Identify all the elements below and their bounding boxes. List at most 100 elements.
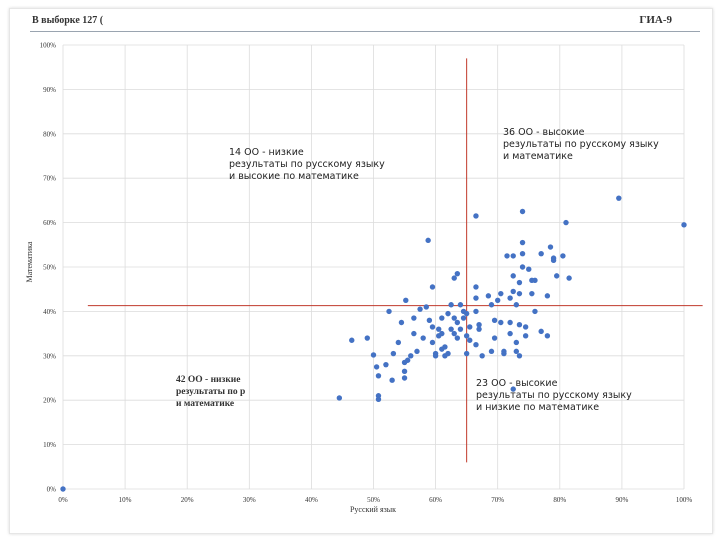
data-points [60, 195, 687, 492]
data-point [439, 315, 445, 321]
y-tick-label: 90% [43, 86, 56, 94]
x-tick-label: 30% [243, 496, 256, 504]
annotation-top-left: 14 ОО - низкие результаты по русскому язы… [229, 147, 385, 182]
data-point [375, 373, 382, 379]
x-tick-label: 90% [615, 496, 628, 504]
y-tick-label: 0% [47, 486, 57, 494]
data-point [538, 250, 544, 257]
data-point [529, 290, 535, 297]
data-point [479, 353, 485, 359]
data-point [519, 250, 526, 257]
data-point [550, 257, 557, 264]
data-point [488, 302, 495, 308]
data-point [513, 302, 520, 308]
data-point [373, 364, 380, 370]
data-point [395, 339, 402, 346]
annotations: 14 ОО - низкие результаты по русскому язы… [176, 127, 659, 413]
x-tick-label: 80% [553, 496, 566, 504]
data-point [403, 297, 409, 303]
data-point [432, 353, 439, 359]
x-tick-label: 20% [181, 496, 194, 504]
data-point [544, 293, 551, 299]
data-point [370, 352, 377, 358]
data-point [429, 324, 436, 330]
data-point [401, 375, 408, 381]
data-point [491, 317, 498, 323]
x-tick-label: 40% [305, 496, 318, 504]
grid-lines [62, 44, 685, 490]
data-point [451, 330, 457, 337]
data-point [386, 308, 392, 315]
data-point [408, 353, 414, 359]
data-point [349, 337, 355, 343]
data-point [460, 315, 467, 321]
data-point [411, 315, 417, 321]
data-point [532, 308, 538, 315]
data-point [454, 319, 461, 326]
data-point [560, 253, 566, 259]
data-point [401, 368, 408, 375]
data-point [553, 273, 560, 279]
x-tick-label: 0% [58, 496, 68, 504]
data-point [448, 302, 454, 308]
data-point [463, 310, 470, 317]
data-point [375, 396, 382, 403]
data-point [442, 344, 448, 350]
data-point [526, 266, 532, 272]
reference-lines [87, 58, 703, 463]
y-tick-label: 40% [43, 308, 56, 316]
data-point [516, 279, 523, 286]
data-point [522, 324, 529, 330]
data-point [445, 310, 451, 317]
data-point [467, 324, 473, 330]
data-point [519, 264, 526, 270]
y-tick-label: 20% [43, 397, 56, 405]
x-tick-label: 10% [119, 496, 132, 504]
y-axis-label: Математика [25, 241, 34, 282]
data-point [411, 330, 417, 337]
data-point [425, 237, 431, 244]
data-point [513, 339, 520, 346]
data-point [414, 348, 420, 355]
x-tick-label: 60% [429, 496, 442, 504]
data-point [429, 284, 436, 290]
data-point [426, 317, 433, 323]
data-point [423, 304, 429, 310]
data-point [383, 361, 389, 368]
data-point [485, 293, 492, 299]
data-point [457, 326, 464, 332]
data-point [507, 319, 513, 326]
data-point [398, 319, 405, 326]
data-point [467, 337, 473, 343]
data-point [417, 306, 423, 312]
y-tick-label: 50% [43, 264, 56, 272]
x-tick-label: 70% [491, 496, 504, 504]
data-point [463, 350, 470, 357]
data-point [436, 326, 442, 332]
data-point [389, 377, 395, 383]
data-point [336, 395, 343, 401]
y-tick-label: 30% [43, 352, 56, 360]
data-point [491, 335, 498, 341]
data-point [510, 288, 516, 295]
data-point [498, 319, 504, 326]
data-point [504, 253, 510, 259]
data-point [473, 284, 479, 290]
data-point [519, 208, 526, 215]
data-point [538, 328, 544, 335]
data-point [476, 322, 482, 328]
data-point [445, 350, 451, 357]
data-point [501, 350, 507, 357]
tick-labels: 0% 10% 20% 30% 40% 50% 60% 70% 80% 90% 100% 0% 10% 20… [40, 42, 693, 505]
data-point [522, 333, 529, 339]
y-tick-label: 70% [43, 175, 56, 183]
data-point [448, 326, 454, 332]
data-point [457, 302, 464, 308]
data-point [510, 273, 516, 279]
data-point [544, 333, 551, 339]
data-point [510, 253, 516, 259]
y-tick-label: 60% [43, 219, 56, 227]
data-point [454, 335, 461, 341]
